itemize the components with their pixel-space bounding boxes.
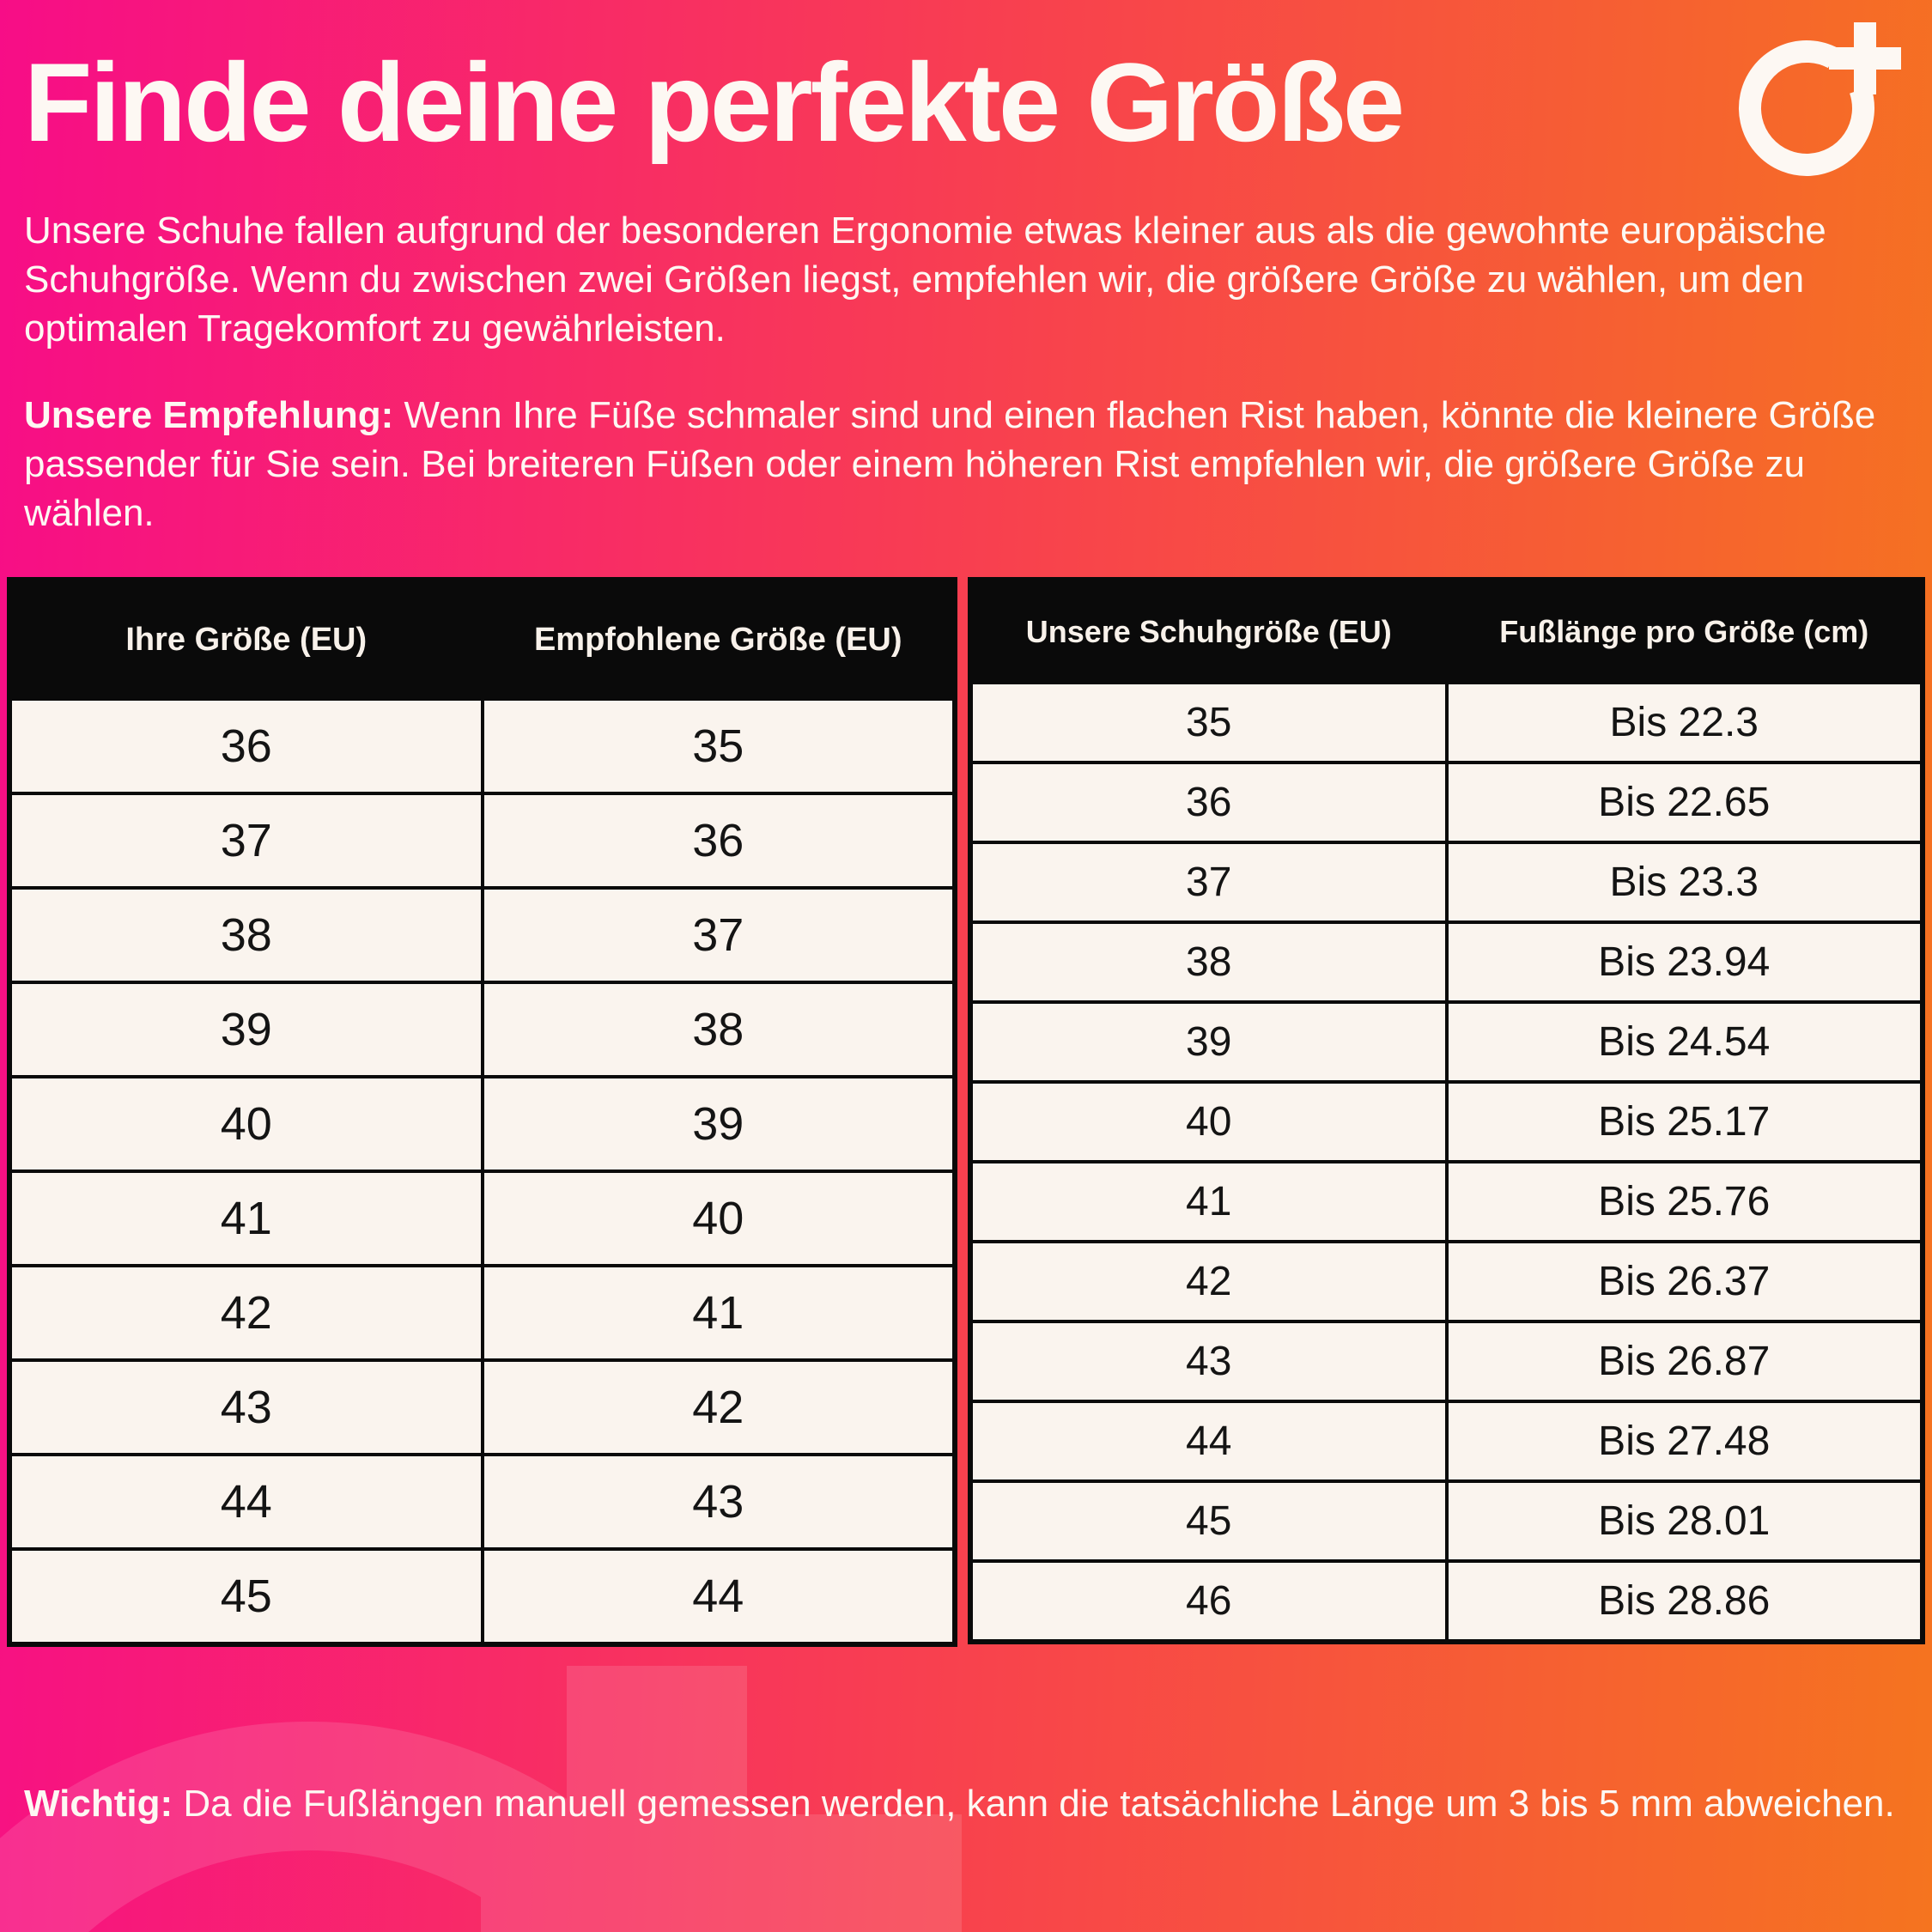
table-cell: 42: [969, 1240, 1449, 1323]
table-cell: 44: [969, 1400, 1449, 1483]
table-cell: 36: [8, 697, 484, 795]
tables-section: Ihre Größe (EU) Empfohlene Größe (EU) 36 3…: [7, 577, 1925, 1647]
table-cell: 42: [480, 1358, 957, 1456]
table-row: 39 Bis 24.54: [969, 1000, 1924, 1084]
table-row: 42 41: [8, 1264, 957, 1362]
table-row: 45 44: [8, 1547, 957, 1646]
column-header: Ihre Größe (EU): [8, 578, 484, 701]
column-header: Fußlänge pro Größe (cm): [1444, 578, 1924, 684]
table-cell: Bis 28.01: [1444, 1479, 1924, 1563]
table-cell: Bis 27.48: [1444, 1400, 1924, 1483]
table-cell: 40: [8, 1075, 484, 1173]
table-cell: 37: [480, 886, 957, 984]
table-row: 36 Bis 22.65: [969, 761, 1924, 844]
table-row: 46 Bis 28.86: [969, 1559, 1924, 1643]
table-cell: 41: [8, 1170, 484, 1267]
table-cell: 40: [480, 1170, 957, 1267]
table-cell: 46: [969, 1559, 1449, 1643]
table-cell: 43: [969, 1320, 1449, 1403]
table-cell: 38: [480, 981, 957, 1078]
table-row: 43 Bis 26.87: [969, 1320, 1924, 1403]
page-title: Finde deine perfekte Größe: [24, 39, 1405, 165]
table-cell: 36: [480, 792, 957, 890]
o-plus-logo-icon: [1739, 22, 1901, 176]
size-conversion-table: Ihre Größe (EU) Empfohlene Größe (EU) 36 3…: [7, 577, 957, 1647]
footer-text: Da die Fußlängen manuell gemessen werden…: [173, 1783, 1895, 1825]
table-row: 43 42: [8, 1358, 957, 1456]
header-row: Unsere Schuhgröße (EU) Fußlänge pro Größe…: [969, 578, 1924, 684]
table-cell: 38: [8, 886, 484, 984]
table-cell: 39: [8, 981, 484, 1078]
table-row: 40 Bis 25.17: [969, 1080, 1924, 1163]
foot-length-table: Unsere Schuhgröße (EU) Fußlänge pro Größe…: [968, 577, 1925, 1644]
table-row: 35 Bis 22.3: [969, 681, 1924, 764]
table-cell: Bis 26.87: [1444, 1320, 1924, 1403]
table-cell: Bis 24.54: [1444, 1000, 1924, 1084]
table-cell: Bis 22.3: [1444, 681, 1924, 764]
table-row: 44 43: [8, 1453, 957, 1551]
table-cell: 43: [480, 1453, 957, 1551]
table-row: 45 Bis 28.01: [969, 1479, 1924, 1563]
table-row: 38 Bis 23.94: [969, 920, 1924, 1004]
table-cell: Bis 26.37: [1444, 1240, 1924, 1323]
table-row: 36 35: [8, 697, 957, 795]
table-cell: 43: [8, 1358, 484, 1456]
table-cell: Bis 28.86: [1444, 1559, 1924, 1643]
table-cell: 41: [969, 1160, 1449, 1243]
table-cell: 35: [969, 681, 1449, 764]
recommendation-text: Wenn Ihre Füße schmaler sind und einen f…: [24, 394, 1876, 534]
recommendation-paragraph: Unsere Empfehlung: Wenn Ihre Füße schmal…: [24, 391, 1900, 538]
table-cell: 39: [480, 1075, 957, 1173]
table-cell: 38: [969, 920, 1449, 1004]
table-row: 44 Bis 27.48: [969, 1400, 1924, 1483]
footer-note: Wichtig: Da die Fußlängen manuell gemess…: [24, 1779, 1900, 1828]
table-cell: 42: [8, 1264, 484, 1362]
table-cell: Bis 23.3: [1444, 841, 1924, 924]
table-cell: 45: [969, 1479, 1449, 1563]
table-row: 39 38: [8, 981, 957, 1078]
recommendation-label: Unsere Empfehlung:: [24, 394, 394, 436]
table-cell: Bis 23.94: [1444, 920, 1924, 1004]
table-cell: 45: [8, 1547, 484, 1646]
column-header: Unsere Schuhgröße (EU): [969, 578, 1449, 684]
table-cell: 44: [480, 1547, 957, 1646]
header-row: Ihre Größe (EU) Empfohlene Größe (EU): [8, 578, 957, 701]
table-cell: 37: [8, 792, 484, 890]
table-cell: 36: [969, 761, 1449, 844]
table-cell: 44: [8, 1453, 484, 1551]
table-cell: 39: [969, 1000, 1449, 1084]
table-cell: 35: [480, 697, 957, 795]
table-cell: 41: [480, 1264, 957, 1362]
table-row: 38 37: [8, 886, 957, 984]
table-row: 40 39: [8, 1075, 957, 1173]
table-row: 42 Bis 26.37: [969, 1240, 1924, 1323]
table-cell: 40: [969, 1080, 1449, 1163]
column-header: Empfohlene Größe (EU): [480, 578, 957, 701]
table-row: 41 Bis 25.76: [969, 1160, 1924, 1243]
table-row: 37 36: [8, 792, 957, 890]
table-cell: Bis 25.17: [1444, 1080, 1924, 1163]
intro-paragraph: Unsere Schuhe fallen aufgrund der besond…: [24, 210, 1826, 349]
table-cell: Bis 25.76: [1444, 1160, 1924, 1243]
table-cell: 37: [969, 841, 1449, 924]
footer-label: Wichtig:: [24, 1783, 173, 1825]
table-cell: Bis 22.65: [1444, 761, 1924, 844]
table-row: 37 Bis 23.3: [969, 841, 1924, 924]
table-row: 41 40: [8, 1170, 957, 1267]
